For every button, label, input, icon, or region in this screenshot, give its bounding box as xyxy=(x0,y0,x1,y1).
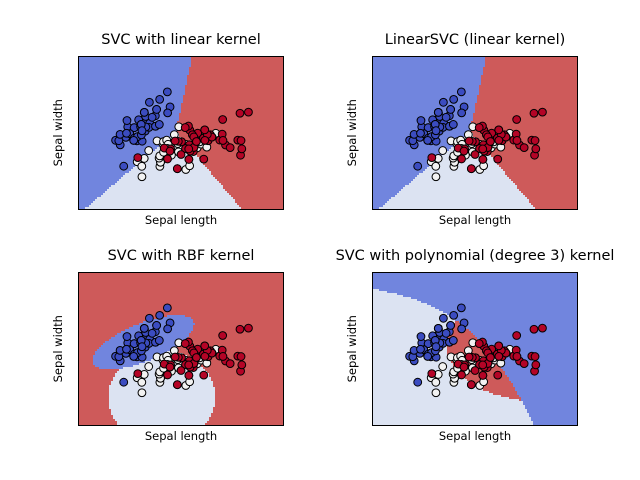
panel-title-svc-rbf: SVC with RBF kernel xyxy=(107,248,255,264)
panel-title-svc-linear: SVC with linear kernel xyxy=(101,32,261,48)
scatter-points xyxy=(111,303,253,398)
scatter-points xyxy=(405,303,547,398)
axes-svc-poly[interactable] xyxy=(372,272,578,426)
decision-regions xyxy=(373,273,577,425)
panel-title-svc-poly: SVC with polynomial (degree 3) kernel xyxy=(335,248,615,264)
scatter-points xyxy=(405,87,547,182)
axes-svc-linear[interactable] xyxy=(78,56,284,210)
yaxis-label-svc-poly: Sepal width xyxy=(344,315,359,383)
axes-svc-rbf[interactable] xyxy=(78,272,284,426)
panel-title-linearsvc: LinearSVC (linear kernel) xyxy=(384,32,566,48)
xaxis-label-svc-rbf: Sepal length xyxy=(144,429,218,443)
xaxis-label-linearsvc: Sepal length xyxy=(438,213,512,227)
scatter-points xyxy=(111,87,253,182)
axes-linearsvc[interactable] xyxy=(372,56,578,210)
xaxis-label-svc-poly: Sepal length xyxy=(438,429,512,443)
xaxis-label-svc-linear: Sepal length xyxy=(144,213,218,227)
